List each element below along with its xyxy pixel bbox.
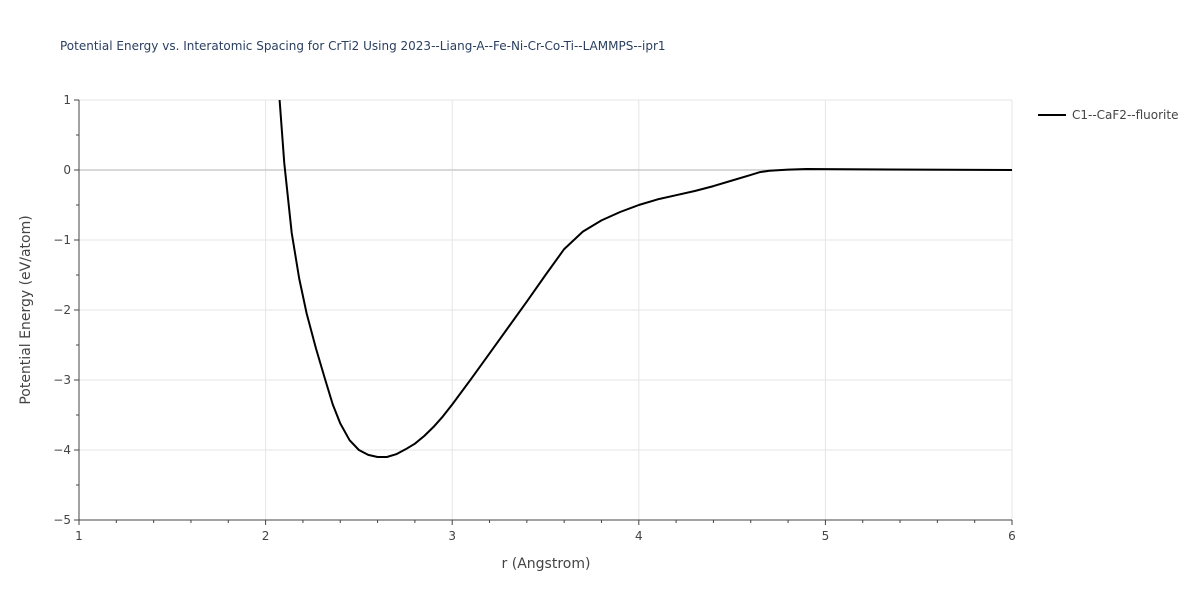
x-tick-label: 3 — [448, 529, 456, 543]
y-tick-label: −4 — [53, 443, 71, 457]
x-tick-label: 2 — [262, 529, 270, 543]
y-axis-label: Potential Energy (eV/atom) — [18, 215, 34, 404]
grid-lines — [79, 99, 1013, 520]
legend[interactable]: C1--CaF2--fluorite — [1038, 108, 1178, 122]
x-tick-label: 6 — [1008, 529, 1016, 543]
y-tick-label: −2 — [53, 303, 71, 317]
y-tick-label: −5 — [53, 513, 71, 527]
x-tick-label: 5 — [822, 529, 830, 543]
x-tick-label: 4 — [635, 529, 643, 543]
x-axis-label: r (Angstrom) — [502, 556, 591, 572]
series-layer — [278, 100, 1012, 458]
y-tick-label: −1 — [53, 233, 71, 247]
y-tick-label: 1 — [63, 93, 71, 107]
axes — [74, 99, 1013, 525]
chart-title: Potential Energy vs. Interatomic Spacing… — [60, 39, 666, 53]
legend-label: C1--CaF2--fluorite — [1072, 108, 1178, 122]
tick-labels: 1 2 3 4 5 6 1 0 −1 −2 −3 −4 −5 — [53, 93, 1016, 543]
y-tick-label: 0 — [63, 163, 71, 177]
y-tick-label: −3 — [53, 373, 71, 387]
x-tick-label: 1 — [75, 529, 83, 543]
series-line — [278, 100, 1012, 458]
